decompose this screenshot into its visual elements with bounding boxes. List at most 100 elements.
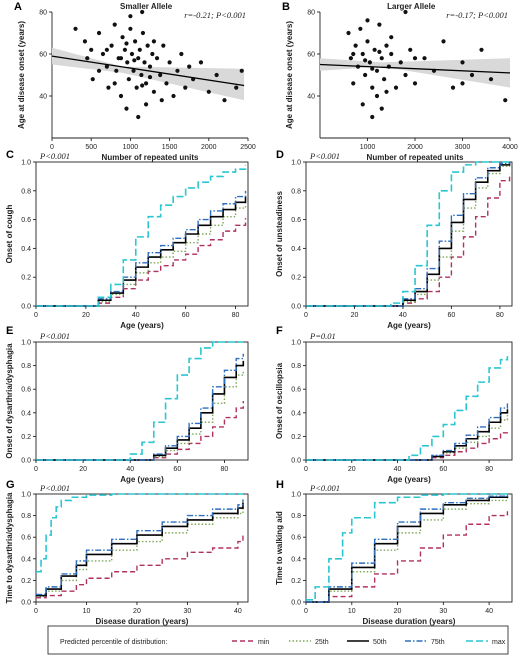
scatter-point: [158, 72, 163, 78]
x-tick-label: 30: [439, 608, 447, 615]
panel-f: F P=0.01 0 20 40 60 80 0.0 0.2 0.4 0.6 0.8 1.0 Age (y…: [275, 325, 513, 484]
x-tick-label: 40: [485, 608, 493, 615]
x-tick-label: 10: [83, 608, 91, 615]
y-axis-label: Age at disease onset (years): [285, 21, 294, 129]
scatter-point: [131, 68, 136, 73]
series-line-max: [36, 341, 244, 461]
scatter-point: [360, 51, 365, 57]
y-tick-label: 0.0: [291, 458, 301, 465]
scatter-point: [106, 85, 111, 90]
scatter-point: [104, 64, 109, 69]
x-tick-label: 60: [439, 466, 447, 473]
scatter-point: [441, 39, 446, 44]
scatter-point: [161, 43, 166, 48]
scatter-point: [90, 77, 95, 82]
scatter-point: [151, 89, 157, 94]
y-tick-label: 0.8: [291, 188, 301, 195]
y-tick-label: 1.0: [21, 492, 31, 499]
series-line-min: [306, 511, 509, 603]
plot-frame: [305, 493, 513, 603]
plot-frame: [35, 161, 249, 307]
scatter-point: [96, 68, 102, 73]
series-line-p50: [306, 496, 509, 603]
x-tick-label: 1000: [360, 144, 376, 151]
correlation-annotation: r=-0.17; P<0.001: [446, 10, 508, 20]
scatter-point: [389, 51, 394, 57]
scatter-point: [118, 56, 124, 61]
y-tick-label: 0.4: [21, 556, 31, 563]
x-tick-label: 500: [85, 144, 97, 151]
scatter-point: [367, 60, 372, 65]
x-tick-label: 20: [82, 312, 90, 319]
series-line-p25: [306, 498, 509, 603]
y-tick-label: 1.0: [291, 160, 301, 167]
series-line-p75: [306, 495, 509, 603]
scatter-point: [479, 47, 484, 52]
y-axis-label: Onset of oscillopsia: [275, 362, 284, 439]
scatter-point: [351, 51, 356, 57]
p-value-annotation: P<0.001: [309, 483, 340, 493]
scatter-point: [222, 98, 227, 103]
scatter-point: [353, 43, 358, 48]
x-axis-label: Disease duration (years): [96, 617, 189, 626]
scatter-point: [363, 58, 368, 63]
scatter-point: [198, 60, 204, 65]
y-axis-label: Onset of unsteadiness: [275, 191, 284, 277]
scatter-point: [118, 93, 124, 99]
series-line-max: [306, 356, 509, 461]
x-tick-label: 80: [485, 466, 493, 473]
scatter-point: [85, 56, 90, 61]
series-line-p50: [306, 162, 511, 307]
scatter-point: [358, 26, 363, 31]
series-line-p25: [306, 163, 511, 307]
scatter-point: [82, 39, 88, 44]
y-tick-label: 0.0: [291, 304, 301, 311]
x-tick-label: 40: [132, 312, 140, 319]
scatter-point: [488, 77, 494, 82]
scatter-point: [403, 9, 408, 15]
x-axis-label: Disease duration (years): [363, 617, 456, 626]
scatter-point: [136, 56, 141, 61]
y-axis-label: Time to dysarthria/dysphagia: [5, 492, 14, 604]
p-value-annotation: P<0.001: [39, 331, 70, 341]
legend-label-max: max: [492, 639, 506, 646]
scatter-point: [147, 64, 153, 69]
p-value-annotation: P=0.01: [309, 331, 336, 341]
scatter-point: [134, 85, 139, 90]
scatter-point: [412, 56, 418, 61]
scatter-point: [154, 56, 160, 61]
plot-frame: [305, 161, 513, 307]
y-tick-label: 1.0: [291, 340, 301, 347]
panel-letter: C: [6, 149, 14, 161]
scatter-point: [73, 26, 78, 31]
scatter-point: [132, 58, 137, 63]
legend: Predicted percentile of distribution: min…: [47, 625, 509, 655]
scatter-point: [365, 18, 370, 23]
y-axis-label: Time to walking aid: [275, 511, 284, 585]
x-tick-label: 2000: [407, 144, 423, 151]
y-tick-label: 0.8: [291, 363, 301, 370]
y-tick-label: 0.6: [21, 217, 31, 224]
scatter-point: [412, 81, 418, 86]
y-tick-label: 0.2: [21, 275, 31, 282]
series-line-p75: [36, 190, 247, 307]
y-tick-label: 0.6: [291, 387, 301, 394]
y-tick-label: 40: [39, 94, 47, 101]
scatter-point: [124, 41, 129, 46]
legend-label-p25: 25th: [315, 639, 329, 646]
y-tick-label: 40: [307, 94, 315, 101]
panel-c: C P<0.001 0 20 40 60 80 0.0 0.2 0.4 0.6 0.8 1.0 Age (…: [5, 149, 249, 330]
scatter-point: [112, 81, 117, 86]
scatter-point: [124, 106, 129, 111]
x-tick-label: 60: [173, 466, 181, 473]
y-tick-label: 0.2: [21, 578, 31, 585]
series-line-p50: [36, 196, 247, 307]
series-line-p75: [36, 353, 244, 461]
scatter-point: [104, 47, 109, 52]
x-tick-label: 20: [133, 608, 141, 615]
scatter-point: [346, 30, 351, 36]
y-tick-label: 0.4: [291, 556, 301, 563]
scatter-point: [143, 81, 149, 86]
series-line-p25: [36, 506, 244, 598]
